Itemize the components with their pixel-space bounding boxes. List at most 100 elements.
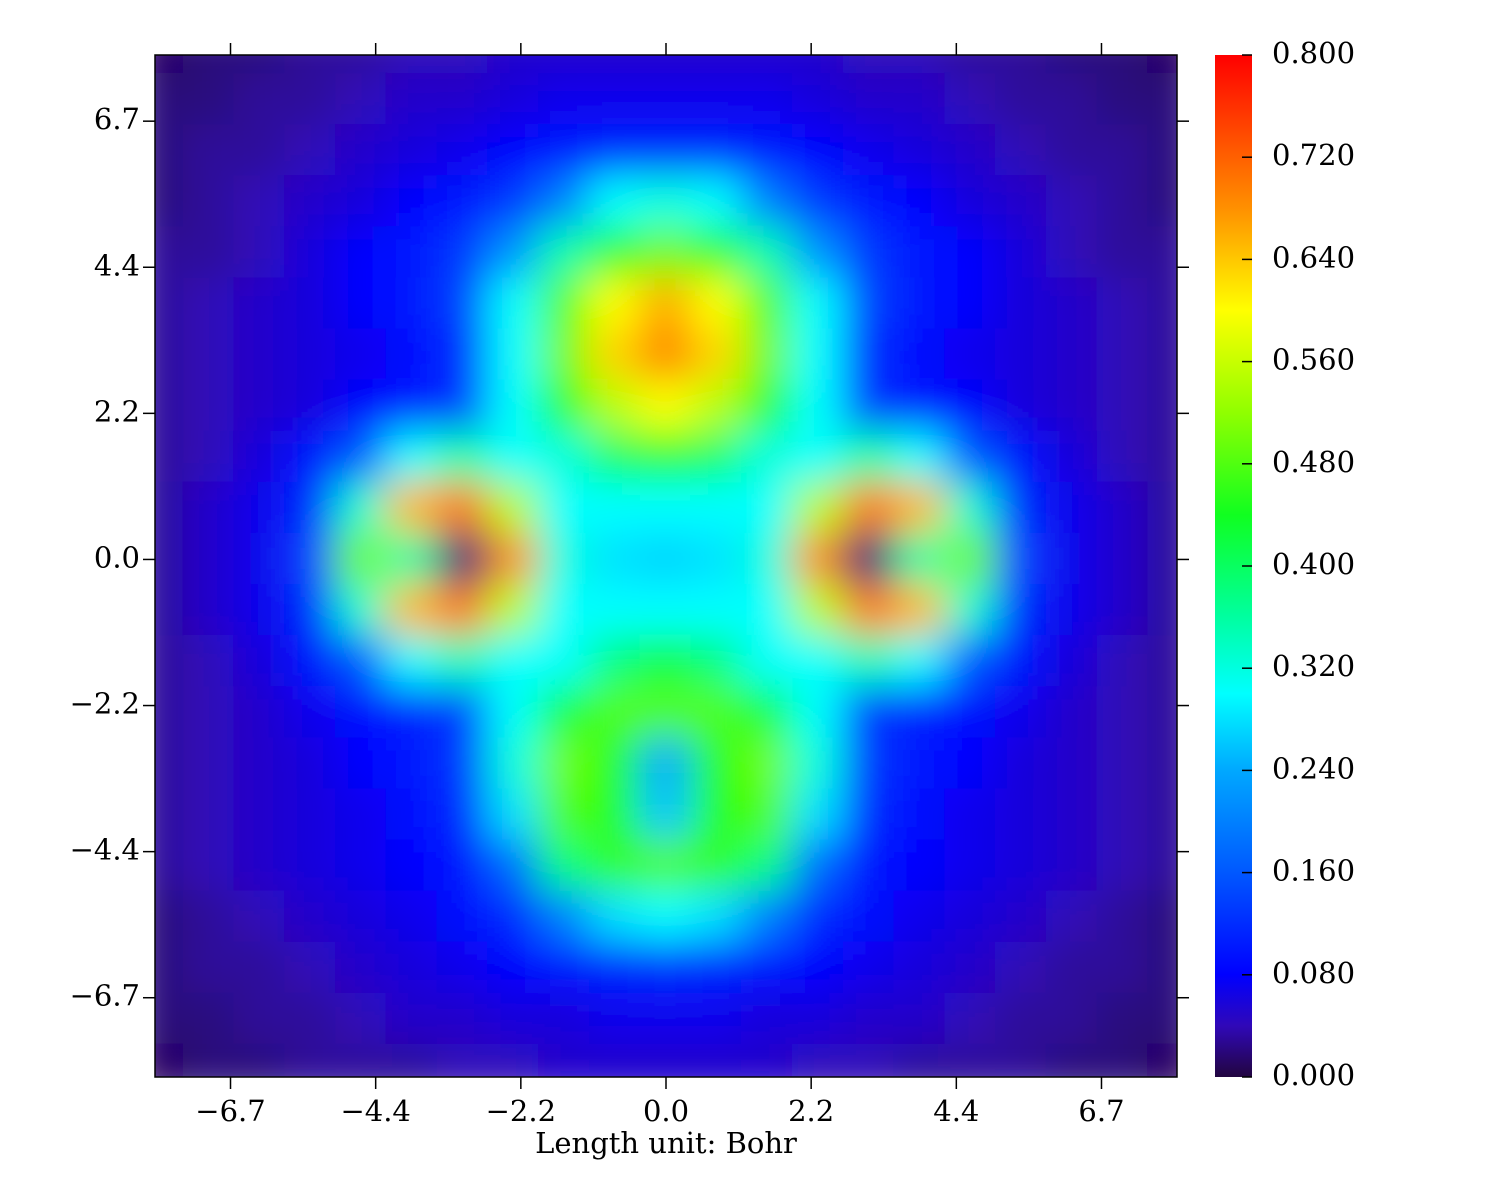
heat-cell — [538, 788, 591, 842]
heat-cell — [385, 124, 439, 178]
heat-cell — [842, 890, 896, 944]
heat-cell — [944, 583, 998, 638]
heat-cell — [893, 890, 947, 944]
heat-cell — [538, 430, 591, 484]
heat-cell — [1096, 635, 1150, 689]
heat-cell — [588, 737, 642, 791]
heat-cell — [487, 175, 541, 229]
heat-cell — [182, 226, 236, 280]
heat-cell — [182, 55, 236, 75]
heat-cell — [1147, 277, 1177, 331]
heat-cell — [588, 55, 642, 75]
heat-cell — [334, 175, 388, 229]
heat-cell — [893, 328, 947, 382]
heat-cell — [842, 55, 896, 75]
heat-cell — [155, 532, 185, 586]
heat-cell — [284, 328, 337, 382]
heat-cell — [385, 941, 439, 995]
heat-cell — [233, 532, 287, 586]
heat-cell — [588, 1043, 642, 1077]
heat-cell — [944, 941, 998, 995]
heat-cell — [1147, 379, 1177, 433]
heat-cell — [639, 277, 693, 331]
heat-cell — [538, 992, 591, 1046]
heat-cell — [791, 72, 845, 127]
heat-cell — [182, 992, 236, 1046]
heat-cell — [842, 992, 896, 1046]
heat-cell — [1147, 737, 1177, 791]
heat-cell — [893, 532, 947, 586]
heat-cell — [639, 890, 693, 944]
heat-cell — [334, 124, 388, 178]
heat-cell — [436, 635, 490, 689]
heat-cell — [182, 124, 236, 178]
heat-cell — [155, 1043, 185, 1077]
heat-cell — [588, 839, 642, 893]
heat-cell — [995, 175, 1048, 229]
heat-cell — [155, 55, 185, 75]
heat-cell — [639, 635, 693, 689]
heat-cell — [385, 890, 439, 944]
heat-cell — [1096, 532, 1150, 586]
heat-cell — [385, 992, 439, 1046]
heat-cell — [1096, 277, 1150, 331]
heat-cell — [791, 686, 845, 740]
heat-cell — [155, 328, 185, 382]
heat-cell — [893, 430, 947, 484]
heat-cell — [233, 737, 287, 791]
x-tick-label: 0.0 — [643, 1094, 689, 1128]
heat-cell — [155, 635, 185, 689]
heat-cell — [995, 992, 1048, 1046]
heat-cell — [690, 175, 744, 229]
heat-cell — [893, 481, 947, 535]
y-tick-label: 4.4 — [94, 248, 140, 282]
heat-cell — [944, 1043, 998, 1077]
heat-cell — [1147, 124, 1177, 178]
x-tick-label: −2.2 — [486, 1094, 556, 1128]
heat-cell — [1045, 941, 1099, 995]
heat-cell — [741, 532, 794, 586]
heat-cell — [842, 635, 896, 689]
heat-cell — [487, 737, 541, 791]
heat-cell — [487, 379, 541, 433]
x-tick-label: 6.7 — [1078, 1094, 1124, 1128]
heat-cell — [690, 635, 744, 689]
heat-cell — [944, 839, 998, 893]
heat-cell — [791, 430, 845, 484]
heat-cell — [588, 175, 642, 229]
heat-cell — [334, 1043, 388, 1077]
heat-cell — [1045, 55, 1099, 75]
heat-cell — [385, 226, 439, 280]
heat-cell — [1147, 226, 1177, 280]
heat-cell — [284, 788, 337, 842]
heat-cell — [334, 481, 388, 535]
heat-cell — [487, 532, 541, 586]
heat-cell — [944, 430, 998, 484]
y-tick-label: 2.2 — [94, 394, 140, 428]
heat-cell — [334, 737, 388, 791]
heat-cell — [588, 890, 642, 944]
heat-cell — [588, 124, 642, 178]
x-tick-label: −6.7 — [195, 1094, 265, 1128]
heat-cell — [842, 175, 896, 229]
heat-cell — [233, 686, 287, 740]
heat-cell — [1045, 839, 1099, 893]
heat-cell — [436, 788, 490, 842]
heat-cell — [284, 55, 337, 75]
heat-cell — [741, 583, 794, 638]
heat-cell — [233, 839, 287, 893]
heat-cell — [944, 175, 998, 229]
heat-cell — [155, 124, 185, 178]
heat-cell — [155, 839, 185, 893]
heat-cell — [182, 430, 236, 484]
heat-cell — [1045, 532, 1099, 586]
heat-cell — [334, 941, 388, 995]
heat-cell — [791, 583, 845, 638]
heat-cell — [182, 890, 236, 944]
heat-cell — [944, 379, 998, 433]
heat-cell — [538, 583, 591, 638]
colorbar-tick-label: 0.160 — [1272, 854, 1355, 888]
heat-cell — [741, 481, 794, 535]
heat-cell — [995, 686, 1048, 740]
heat-cell — [639, 72, 693, 127]
